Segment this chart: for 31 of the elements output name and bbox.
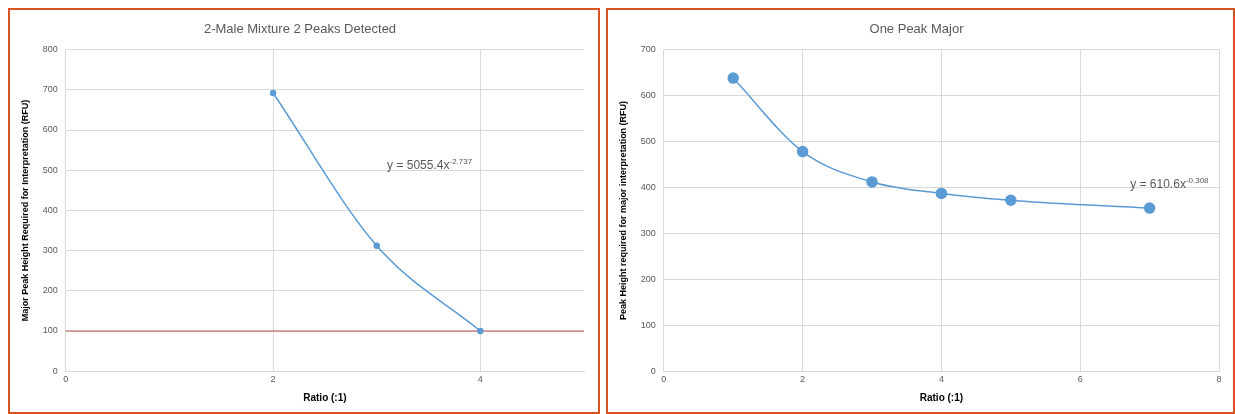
x-tick-label: 2 (800, 374, 806, 385)
chart-title: One Peak Major (869, 21, 965, 37)
y-tick-label: 700 (640, 44, 656, 55)
y-tick-label: 600 (640, 90, 656, 101)
x-axis-title: Ratio (:1) (919, 391, 964, 403)
y-axis-title: Major Peak Height Required for Interpretation (RFU) (19, 99, 30, 322)
y-tick-label: 500 (42, 164, 58, 175)
x-tick-label: 8 (1216, 374, 1222, 385)
x-tick-label: 4 (938, 374, 944, 385)
y-tick-label: 100 (42, 325, 58, 336)
y-tick-label: 400 (42, 204, 58, 215)
y-tick-label: 400 (640, 181, 656, 192)
y-tick-label: 200 (640, 273, 656, 284)
y-tick-label: 0 (650, 365, 656, 376)
x-tick-label: 0 (63, 374, 69, 385)
y-tick-label: 500 (640, 135, 656, 146)
x-tick-label: 6 (1077, 374, 1083, 385)
y-tick-label: 200 (42, 285, 58, 296)
y-tick-label: 800 (42, 44, 58, 55)
y-tick-label: 0 (52, 365, 58, 376)
chart-title: 2-Male Mixture 2 Peaks Detected (203, 21, 397, 37)
y-tick-label: 600 (42, 124, 58, 135)
y-tick-label: 100 (640, 319, 656, 330)
x-tick-label: 0 (661, 374, 667, 385)
y-tick-label: 300 (42, 245, 58, 256)
x-tick-label: 4 (477, 374, 483, 385)
x-tick-label: 2 (270, 374, 276, 385)
y-axis-title: Peak Height required for major interpretation (RFU) (617, 100, 628, 320)
x-axis-title: Ratio (:1) (303, 391, 347, 403)
y-tick-label: 300 (640, 227, 656, 238)
y-tick-label: 700 (42, 84, 58, 95)
